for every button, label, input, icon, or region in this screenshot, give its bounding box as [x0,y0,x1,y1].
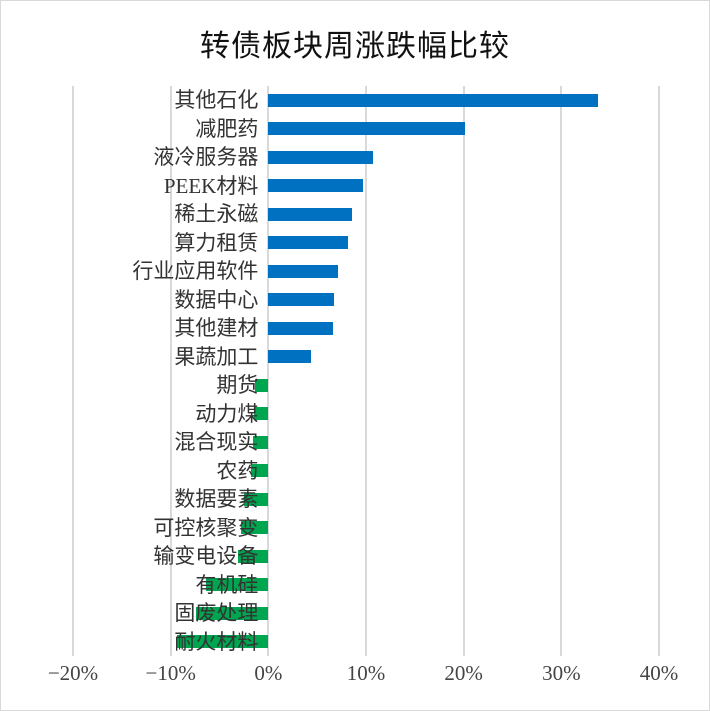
category-label: 动力煤 [195,401,259,426]
category-label: 有机硅 [195,572,259,597]
bar-negative [176,635,269,649]
x-axis-tick-label: −20% [47,661,99,685]
chart-title: 转债板块周涨跌幅比较 [200,30,510,63]
category-label: 行业应用软件 [132,259,259,283]
gridline [658,86,660,656]
category-label: 其他建材 [174,316,259,340]
bar-negative [252,435,269,449]
gridline [560,86,563,656]
category-label: 算力租赁 [174,230,259,255]
bar-positive [268,293,334,307]
bar-negative [243,492,269,506]
category-label: 可控核聚变 [153,515,259,540]
category-label: 其他石化 [174,88,259,112]
bar-negative [240,521,269,535]
bar-positive [268,150,373,164]
category-label: 固废处理 [174,601,259,625]
category-label: 混合现实 [174,430,259,454]
category-label: 耐火材料 [174,629,259,654]
bar-negative [250,464,269,478]
gridline [365,86,367,656]
bar-positive [268,207,353,221]
gridline [267,86,270,656]
gridline [169,86,172,656]
bar-positive [268,93,599,107]
category-label: 期货 [216,373,259,397]
category-label: 果蔬加工 [174,344,259,369]
x-axis-tick-label: 30% [542,661,581,685]
x-axis-tick-label: 0% [254,661,283,685]
bar-positive [268,264,338,278]
bar-positive [268,350,312,364]
bar-negative [196,606,269,620]
bar-negative [205,578,269,592]
category-label: 数据中心 [174,287,259,312]
bar-negative [238,549,269,563]
bar-positive [268,321,333,335]
category-label: 数据要素 [174,487,259,511]
bar-negative [253,407,269,421]
category-label: 农药 [216,458,259,483]
category-label: 液冷服务器 [153,145,259,169]
x-axis-tick-label: 40% [639,661,679,685]
gridline [462,86,465,656]
bar-negative [254,378,269,392]
bar-positive [268,236,349,250]
x-axis-tick-label: 10% [346,661,386,685]
bar-positive [268,122,465,136]
x-axis-tick-label: 20% [444,661,483,685]
category-label: 减肥药 [195,116,259,141]
gridline [72,86,74,656]
category-label: PEEK材料 [163,173,259,198]
category-label: 输变电设备 [153,544,259,568]
bar-positive [268,179,364,193]
x-axis-tick-label: −10% [145,661,196,685]
category-label: 稀土永磁 [174,202,259,226]
